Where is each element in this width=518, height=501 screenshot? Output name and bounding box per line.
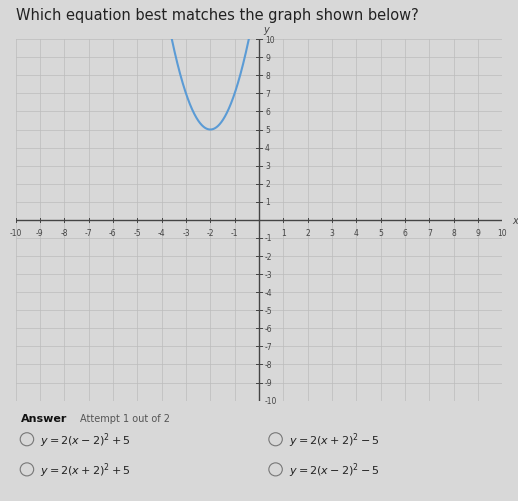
- Text: 4: 4: [354, 228, 359, 237]
- Text: 7: 7: [427, 228, 432, 237]
- Text: 6: 6: [265, 108, 270, 117]
- Text: -10: -10: [9, 228, 22, 237]
- Text: -9: -9: [265, 378, 272, 387]
- Text: 3: 3: [329, 228, 335, 237]
- Text: 1: 1: [281, 228, 286, 237]
- Text: -5: -5: [134, 228, 141, 237]
- Text: Answer: Answer: [21, 413, 67, 423]
- Text: 2: 2: [265, 180, 270, 189]
- Text: 3: 3: [265, 162, 270, 171]
- Text: $y = 2(x+2)^2-5$: $y = 2(x+2)^2-5$: [289, 430, 380, 449]
- Text: 9: 9: [476, 228, 481, 237]
- Text: y: y: [264, 25, 269, 35]
- Text: 9: 9: [265, 54, 270, 63]
- Text: 2: 2: [305, 228, 310, 237]
- Text: -4: -4: [158, 228, 165, 237]
- Text: 4: 4: [265, 144, 270, 153]
- Text: 8: 8: [265, 72, 270, 81]
- Text: -3: -3: [265, 270, 272, 279]
- Text: 8: 8: [451, 228, 456, 237]
- Text: x: x: [512, 215, 518, 225]
- Text: 7: 7: [265, 90, 270, 99]
- Text: -1: -1: [231, 228, 238, 237]
- Text: -5: -5: [265, 306, 272, 315]
- Text: 5: 5: [378, 228, 383, 237]
- Text: -10: -10: [265, 396, 278, 405]
- Text: -3: -3: [182, 228, 190, 237]
- Text: $y = 2(x+2)^2+5$: $y = 2(x+2)^2+5$: [40, 460, 131, 479]
- Text: -7: -7: [85, 228, 92, 237]
- Text: -1: -1: [265, 234, 272, 243]
- Text: $y = 2(x-2)^2+5$: $y = 2(x-2)^2+5$: [40, 430, 131, 449]
- Text: -2: -2: [265, 252, 272, 261]
- Text: -4: -4: [265, 288, 272, 297]
- Text: Which equation best matches the graph shown below?: Which equation best matches the graph sh…: [16, 8, 419, 23]
- Text: $y = 2(x-2)^2-5$: $y = 2(x-2)^2-5$: [289, 460, 380, 479]
- Text: -2: -2: [207, 228, 214, 237]
- Text: -9: -9: [36, 228, 44, 237]
- Text: 1: 1: [265, 198, 270, 207]
- Text: Attempt 1 out of 2: Attempt 1 out of 2: [80, 413, 170, 423]
- Text: 10: 10: [265, 36, 275, 45]
- Text: -7: -7: [265, 342, 272, 351]
- Text: -6: -6: [109, 228, 117, 237]
- Text: -8: -8: [61, 228, 68, 237]
- Text: 6: 6: [402, 228, 408, 237]
- Text: 5: 5: [265, 126, 270, 135]
- Text: -8: -8: [265, 360, 272, 369]
- Text: 10: 10: [498, 228, 507, 237]
- Text: -6: -6: [265, 324, 272, 333]
